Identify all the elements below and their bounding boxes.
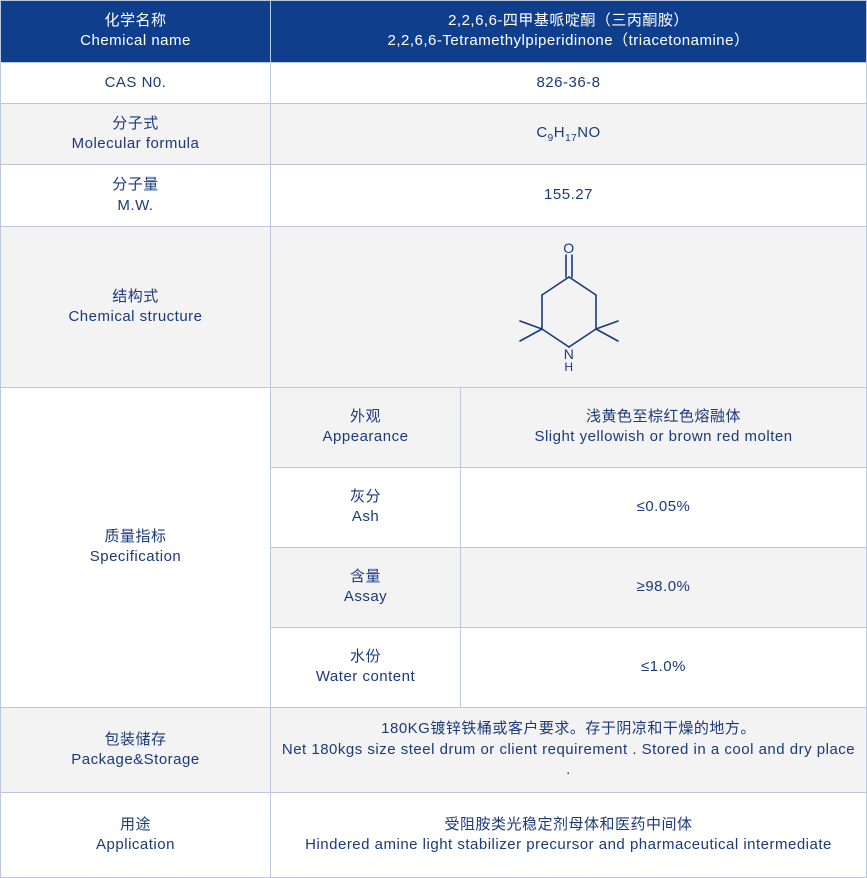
spec-item-appearance-value: 浅黄色至棕红色熔融体 Slight yellowish or brown red… [461,387,867,467]
mw-label: 分子量 M.W. [1,165,271,227]
mw-label-cn: 分子量 [9,175,262,195]
formula-label: 分子式 Molecular formula [1,103,271,165]
spec-label: 质量指标 Specification [1,387,271,707]
spec-item-water-label: 水份 Water content [271,627,461,707]
application-row: 用途 Application 受阻胺类光稳定剂母体和医药中间体 Hindered… [1,792,867,877]
mw-label-en: M.W. [9,196,262,216]
package-label: 包装储存 Package&Storage [1,707,271,792]
header-right-en: 2,2,6,6-Tetramethylpiperidinone（triaceto… [279,31,858,51]
mw-value: 155.27 [271,165,867,227]
cas-label: CAS N0. [1,62,271,103]
header-right: 2,2,6,6-四甲基哌啶酮（三丙酮胺） 2,2,6,6-Tetramethyl… [271,1,867,63]
formula-label-cn: 分子式 [9,114,262,134]
svg-text:H: H [564,360,573,374]
structure-label: 结构式 Chemical structure [1,226,271,387]
spec-row-appearance: 质量指标 Specification 外观 Appearance 浅黄色至棕红色… [1,387,867,467]
cas-value: 826-36-8 [271,62,867,103]
structure-label-cn: 结构式 [9,287,262,307]
header-left-cn: 化学名称 [9,11,262,31]
molecule-icon: O N H [494,237,644,377]
spec-item-appearance-label: 外观 Appearance [271,387,461,467]
spec-item-assay-label: 含量 Assay [271,547,461,627]
svg-text:O: O [563,240,574,256]
package-row: 包装储存 Package&Storage 180KG镀锌铁桶或客户要求。存于阴凉… [1,707,867,792]
package-value: 180KG镀锌铁桶或客户要求。存于阴凉和干燥的地方。 Net 180kgs si… [271,707,867,792]
structure-value: O N H [271,226,867,387]
chemical-spec-table: 化学名称 Chemical name 2,2,6,6-四甲基哌啶酮（三丙酮胺） … [0,0,867,878]
formula-label-en: Molecular formula [9,134,262,154]
spec-item-ash-label: 灰分 Ash [271,467,461,547]
spec-item-ash-value: ≤0.05% [461,467,867,547]
formula-value: C9H17NO [271,103,867,165]
spec-label-cn: 质量指标 [9,527,262,547]
spec-item-assay-value: ≥98.0% [461,547,867,627]
application-label: 用途 Application [1,792,271,877]
mw-row: 分子量 M.W. 155.27 [1,165,867,227]
structure-label-en: Chemical structure [9,307,262,327]
header-row: 化学名称 Chemical name 2,2,6,6-四甲基哌啶酮（三丙酮胺） … [1,1,867,63]
spec-item-water-value: ≤1.0% [461,627,867,707]
formula-row: 分子式 Molecular formula C9H17NO [1,103,867,165]
spec-label-en: Specification [9,547,262,567]
cas-row: CAS N0. 826-36-8 [1,62,867,103]
header-right-cn: 2,2,6,6-四甲基哌啶酮（三丙酮胺） [279,11,858,31]
header-left-en: Chemical name [9,31,262,51]
application-value: 受阻胺类光稳定剂母体和医药中间体 Hindered amine light st… [271,792,867,877]
header-left: 化学名称 Chemical name [1,1,271,63]
structure-row: 结构式 Chemical structure [1,226,867,387]
